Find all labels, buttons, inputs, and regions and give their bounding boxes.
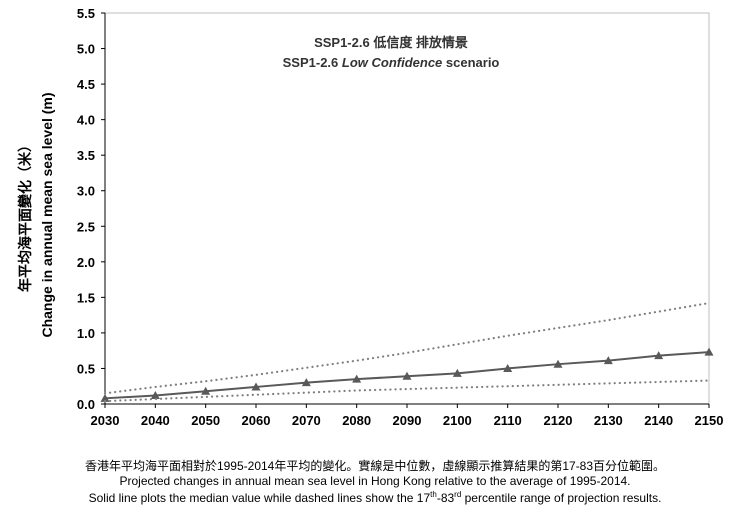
y-tick-label: 4.5	[77, 77, 95, 92]
median-point-marker	[553, 359, 563, 368]
x-tick-label: 2120	[544, 413, 573, 428]
series-line-p83	[103, 301, 711, 395]
x-tick-label: 2140	[644, 413, 673, 428]
x-tick-label: 2100	[443, 413, 472, 428]
y-tick-label: 4.0	[77, 113, 95, 128]
caption-en-1: Projected changes in annual mean sea lev…	[119, 474, 631, 488]
y-tick-label: 5.5	[77, 6, 95, 21]
caption-en-2-c: percentile range of projection results.	[461, 491, 662, 505]
series-layer	[100, 301, 714, 403]
x-tick-label: 2080	[342, 413, 371, 428]
median-point-marker	[201, 386, 211, 395]
median-point-marker	[100, 393, 110, 402]
x-tick-label: 2110	[494, 413, 522, 428]
median-point-marker	[251, 382, 261, 391]
x-tick-label: 2070	[292, 413, 321, 428]
tick-labels: 0.0 0.5 1.0 1.5 2.0 2.5 3.0 3.5 4.0 4.5 5.0 5.5 2030…	[77, 6, 724, 428]
caption-zh: 香港年平均海平面相對於1995-2014年平均的變化。實線是中位數，虛線顯示推算…	[84, 459, 666, 473]
caption-en-2-sup2: rd	[454, 490, 462, 499]
x-tick-label: 2150	[695, 413, 724, 428]
y-tick-label: 3.5	[77, 148, 95, 163]
y-axis-label-zh: 年平均海平面變化（米）	[17, 138, 33, 292]
median-point-marker	[301, 378, 311, 387]
caption-en-2: Solid line plots the median value while …	[0, 490, 750, 505]
x-tick-label: 2030	[91, 413, 120, 428]
x-tick-label: 2040	[141, 413, 170, 428]
y-tick-label: 5.0	[77, 42, 95, 57]
median-point-marker	[150, 390, 160, 399]
chart-title-zh: SSP1-2.6 低信度 排放情景	[314, 35, 468, 50]
series-line-p17	[103, 379, 711, 403]
chart-title-en-prefix: SSP1-2.6	[283, 55, 342, 70]
chart-title-en: SSP1-2.6 Low Confidence scenario	[283, 55, 500, 70]
y-axis-label-en: Change in annual mean sea level (m)	[39, 92, 55, 337]
y-tick-label: 0.5	[77, 361, 95, 376]
y-tick-label: 1.0	[77, 326, 95, 341]
y-tick-label: 0.0	[77, 397, 95, 412]
caption-en-2-a: Solid line plots the median value while …	[88, 491, 431, 505]
y-tick-label: 2.5	[77, 219, 95, 234]
caption-en-2-sup1: th	[430, 490, 437, 499]
chart-title-en-suffix: scenario	[442, 55, 499, 70]
y-tick-label: 2.0	[77, 255, 95, 270]
x-tick-label: 2060	[242, 413, 271, 428]
median-point-marker	[704, 347, 714, 356]
median-point-marker	[654, 351, 664, 360]
median-point-marker	[352, 374, 362, 383]
axes	[101, 12, 710, 408]
caption-en-2-b: -83	[436, 491, 455, 505]
median-point-marker	[452, 368, 462, 377]
chart-title-en-italic: Low Confidence	[342, 55, 442, 70]
median-point-marker	[402, 371, 412, 380]
x-tick-label: 2090	[393, 413, 422, 428]
median-point-marker	[503, 363, 513, 372]
y-tick-label: 3.0	[77, 184, 95, 199]
y-tick-label: 1.5	[77, 290, 95, 305]
median-point-marker	[603, 356, 613, 365]
x-tick-label: 2050	[191, 413, 220, 428]
x-tick-label: 2130	[594, 413, 623, 428]
plot-area-border	[104, 12, 710, 405]
